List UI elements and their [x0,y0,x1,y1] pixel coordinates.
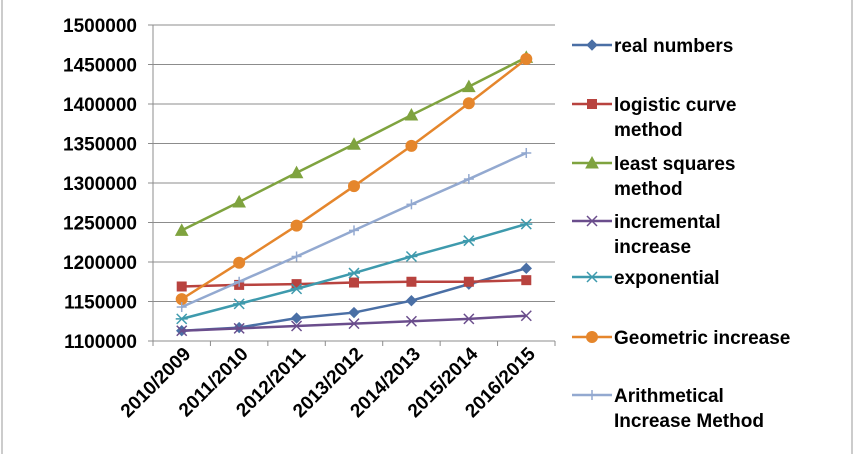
data-point-arithmetical-increase-method [176,302,187,313]
data-point-exponential [520,218,533,230]
data-point-geometric-increase [405,139,418,152]
data-point-arithmetical-increase-method [521,147,532,158]
legend-label: Geometric increase [614,328,790,349]
legend-swatch-marker [585,155,599,169]
legend-label: real numbers [614,36,733,57]
data-point-real-numbers [348,306,360,319]
data-point-geometric-increase [462,97,475,110]
legend-label: exponential [614,268,720,289]
data-point-logistic-curve-method [521,275,532,286]
legend-label: Arithmetical [614,386,724,407]
legend-item-geometric-increase: Geometric increase [572,328,790,349]
data-point-geometric-increase [348,180,360,193]
data-point-exponential [348,267,360,279]
legend-item-logistic-curve-method: logistic curve method [572,95,737,141]
data-point-exponential [175,313,188,325]
legend-label: logistic curve [614,95,737,116]
data-point-incremental-increase [405,315,417,327]
data-point-arithmetical-increase-method [406,199,417,210]
data-point-incremental-increase [463,313,475,325]
legend-label: method [614,120,683,141]
data-point-logistic-curve-method [349,277,359,288]
data-point-exponential [405,250,418,263]
legend-swatch-marker [586,271,598,283]
data-point-least-squares-method [462,79,476,93]
legend-swatch-marker [586,331,598,343]
data-point-incremental-increase [348,318,360,330]
legend-label: method [614,179,683,200]
data-point-real-numbers [520,262,532,275]
series-lines [174,50,534,337]
data-point-arithmetical-increase-method [349,225,359,236]
legend-item-least-squares-method: least squares method [572,154,735,200]
legend-item-exponential: exponential [572,268,720,289]
y-tick-label: 1500000 [63,16,137,37]
legend-label: least squares [614,154,735,175]
legend-item-real-numbers: real numbers [572,36,733,57]
y-tick-label: 1400000 [63,95,137,116]
legend-label: incremental [614,212,721,233]
data-point-arithmetical-increase-method [291,251,302,262]
legend-swatch-marker [587,390,597,400]
legend-swatch-marker [587,99,597,109]
y-tick-label: 1100000 [64,332,137,353]
y-tick-label: 1150000 [64,293,137,314]
data-point-geometric-increase [290,219,303,232]
y-tick-label: 1300000 [63,174,137,195]
data-point-incremental-increase [520,310,532,322]
y-tick-label: 1200000 [63,253,137,274]
data-point-real-numbers [405,295,418,307]
data-point-incremental-increase [233,322,245,334]
legend-label: increase [614,237,691,258]
data-point-logistic-curve-method [463,276,474,287]
data-point-arithmetical-increase-method [234,276,245,287]
x-tick-labels: 2010/20092011/20102012/20112013/20122014… [117,343,540,422]
data-point-logistic-curve-method [406,276,417,287]
legend-label: Increase Method [614,411,764,432]
data-point-geometric-increase [233,256,246,269]
data-point-real-numbers [290,312,303,324]
data-point-least-squares-method [347,137,361,150]
legend-item-incremental-increase: incremental increase [572,212,721,258]
data-point-exponential [290,283,303,295]
data-point-incremental-increase [291,320,303,332]
data-point-arithmetical-increase-method [463,174,474,185]
data-point-least-squares-method [404,108,419,121]
data-point-least-squares-method [174,223,189,236]
y-tick-label: 1250000 [63,214,137,235]
y-tick-labels: 1100000 1150000 1200000 1250000 1300000 13500… [63,16,137,353]
legend-item-arithmetical-increase-method: Arithmetical Increase Method [572,386,764,432]
data-point-incremental-increase [176,325,188,337]
data-point-geometric-increase [520,52,533,65]
legend-swatch-marker [586,39,598,51]
data-point-logistic-curve-method [176,281,187,292]
y-tick-label: 1350000 [63,135,137,156]
data-point-exponential [233,298,246,310]
data-point-least-squares-method [232,194,246,208]
y-tick-label: 1450000 [63,56,137,77]
data-point-exponential [462,235,475,247]
data-point-least-squares-method [289,165,304,179]
legend-swatch-marker [586,215,598,227]
series-line-exponential [181,222,527,321]
